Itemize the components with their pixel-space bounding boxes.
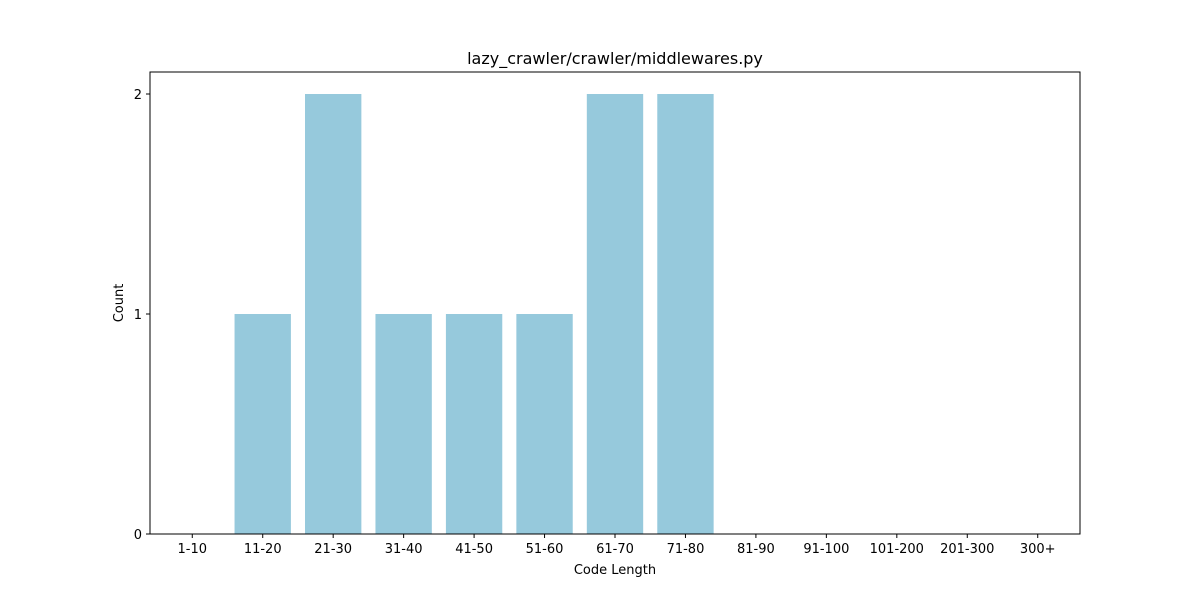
x-tick-label: 41-50 — [455, 542, 493, 557]
x-tick-label: 61-70 — [596, 542, 634, 557]
x-tick-label: 1-10 — [178, 542, 208, 557]
x-tick-label: 71-80 — [667, 542, 705, 557]
bar-11-20 — [235, 314, 291, 534]
bar-21-30 — [305, 94, 361, 534]
x-tick-label: 201-300 — [940, 542, 994, 557]
bar-61-70 — [587, 94, 643, 534]
y-tick-label: 0 — [134, 528, 142, 543]
x-tick-label: 11-20 — [244, 542, 282, 557]
y-axis-label: Count — [112, 284, 127, 323]
bar-31-40 — [375, 314, 431, 534]
x-tick-label: 31-40 — [385, 542, 423, 557]
x-tick-label: 91-100 — [803, 542, 849, 557]
x-tick-label: 51-60 — [526, 542, 564, 557]
x-tick-label: 101-200 — [870, 542, 924, 557]
bar-41-50 — [446, 314, 502, 534]
bar-51-60 — [516, 314, 572, 534]
y-axis: 0 1 2 — [134, 88, 150, 543]
x-axis: 1-10 11-20 21-30 31-40 41-50 51-60 61-70 71-80 8… — [178, 534, 1056, 557]
x-tick-label: 21-30 — [314, 542, 352, 557]
chart-title: lazy_crawler/crawler/middlewares.py — [467, 49, 763, 69]
x-tick-label: 300+ — [1020, 542, 1056, 557]
y-tick-label: 2 — [134, 88, 142, 103]
y-tick-label: 1 — [134, 308, 142, 323]
bars-group — [235, 94, 714, 534]
x-axis-label: Code Length — [574, 563, 656, 578]
bar-71-80 — [657, 94, 713, 534]
x-tick-label: 81-90 — [737, 542, 775, 557]
